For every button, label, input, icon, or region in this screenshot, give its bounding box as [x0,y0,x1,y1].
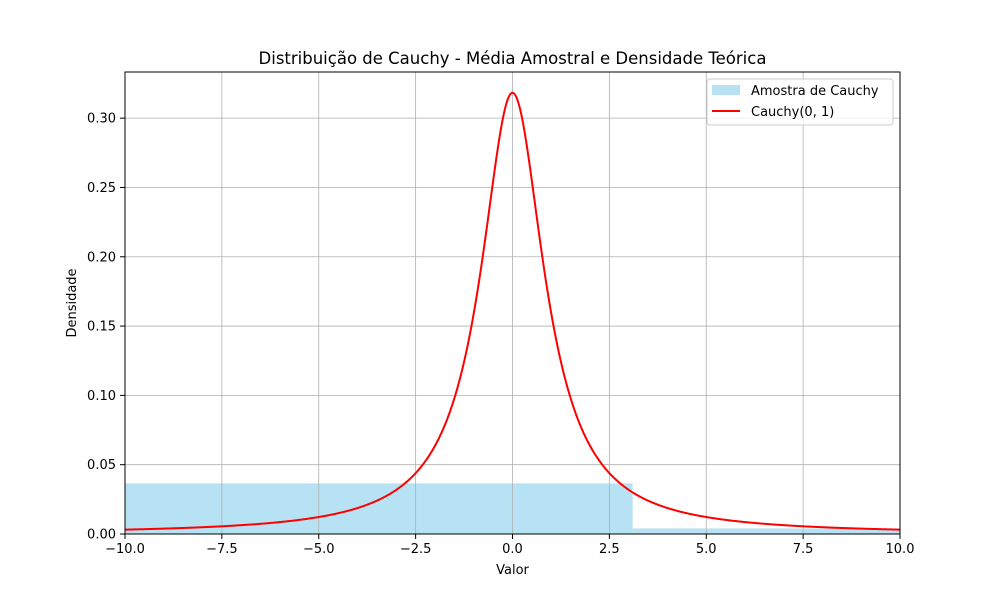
x-axis-ticks: −10.0 −7.5 −5.0 −2.5 0.0 2.5 5.0 7.5 10.0 [105,534,914,557]
x-tick-label-0: −10.0 [105,542,145,557]
x-tick-label-3: −2.5 [400,542,432,557]
legend-curve-label: Cauchy(0, 1) [751,105,834,120]
y-tick-label-1: 0.05 [87,458,116,473]
y-tick-label-6: 0.30 [87,112,116,127]
y-tick-label-2: 0.10 [87,389,116,404]
grid-lines [124,72,901,535]
histogram-bar-0 [125,483,633,534]
y-axis-ticks: 0.00 0.05 0.10 0.15 0.20 0.25 0.30 [87,112,125,543]
legend-box [706,78,894,126]
x-tick-label-6: 5.0 [696,542,717,557]
y-tick-label-5: 0.25 [87,181,116,196]
x-tick-label-8: 10.0 [886,542,915,557]
x-tick-label-2: −5.0 [303,542,335,557]
y-axis-title: Densidade [65,268,80,337]
x-tick-label-5: 2.5 [599,542,620,557]
y-tick-label-0: 0.00 [87,528,116,543]
density-curve-group [124,91,901,531]
x-tick-label-1: −7.5 [206,542,238,557]
x-tick-label-4: 0.0 [502,542,523,557]
y-tick-label-4: 0.20 [87,250,116,265]
x-axis-title: Valor [496,563,529,578]
histogram-bars [125,483,900,534]
x-tick-label-7: 7.5 [793,542,814,557]
density-curve [124,91,901,531]
y-tick-label-3: 0.15 [87,320,116,335]
legend-histogram-label: Amostra de Cauchy [751,84,879,99]
legend-histogram-swatch [712,85,740,95]
legend: Amostra de Cauchy Cauchy(0, 1) [706,78,894,126]
chart-title: Distribuição de Cauchy - Média Amostral … [259,49,767,68]
histogram-bar-1 [632,528,900,534]
